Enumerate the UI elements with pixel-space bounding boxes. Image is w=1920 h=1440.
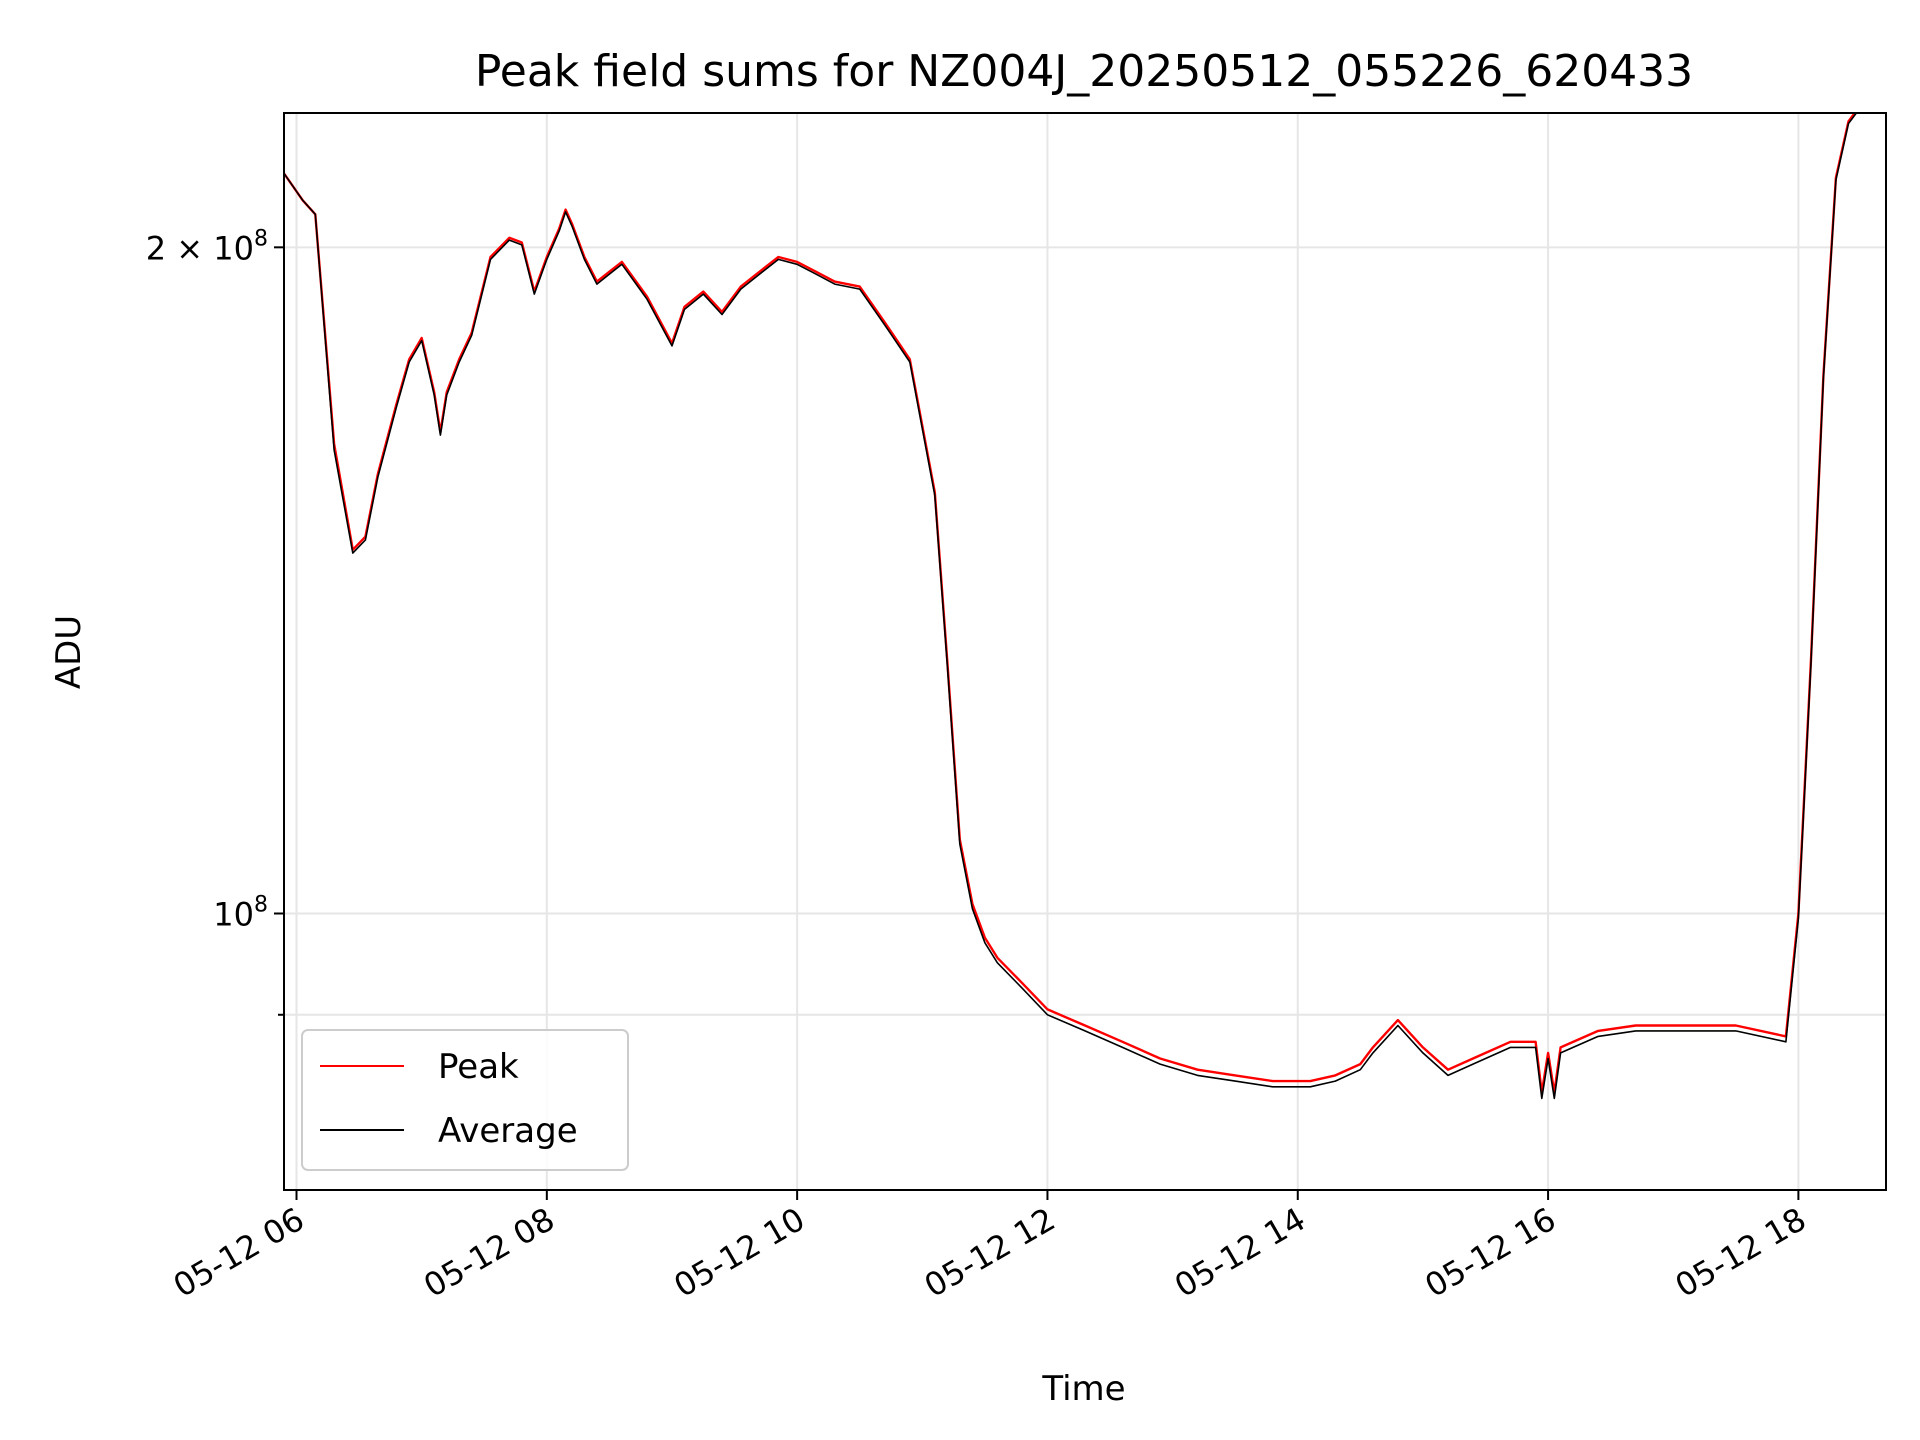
y-axis-label: ADU	[49, 615, 89, 689]
axes-frame	[283, 112, 1887, 1191]
series-line-average	[284, 113, 1858, 1100]
legend-label-peak: Peak	[438, 1047, 519, 1087]
legend: Peak Average	[301, 1029, 629, 1171]
x-axis-label: Time	[1041, 1369, 1125, 1409]
chart-title: Peak field sums for NZ004J_20250512_0552…	[475, 46, 1693, 97]
legend-label-average: Average	[438, 1111, 578, 1151]
y-axis: 2 × 108 108	[146, 226, 284, 1016]
series-line-peak	[284, 113, 1857, 1094]
y-tick-label: 2 × 108	[146, 226, 268, 267]
plot-area	[284, 113, 1858, 1100]
y-tick-label: 108	[213, 893, 268, 934]
